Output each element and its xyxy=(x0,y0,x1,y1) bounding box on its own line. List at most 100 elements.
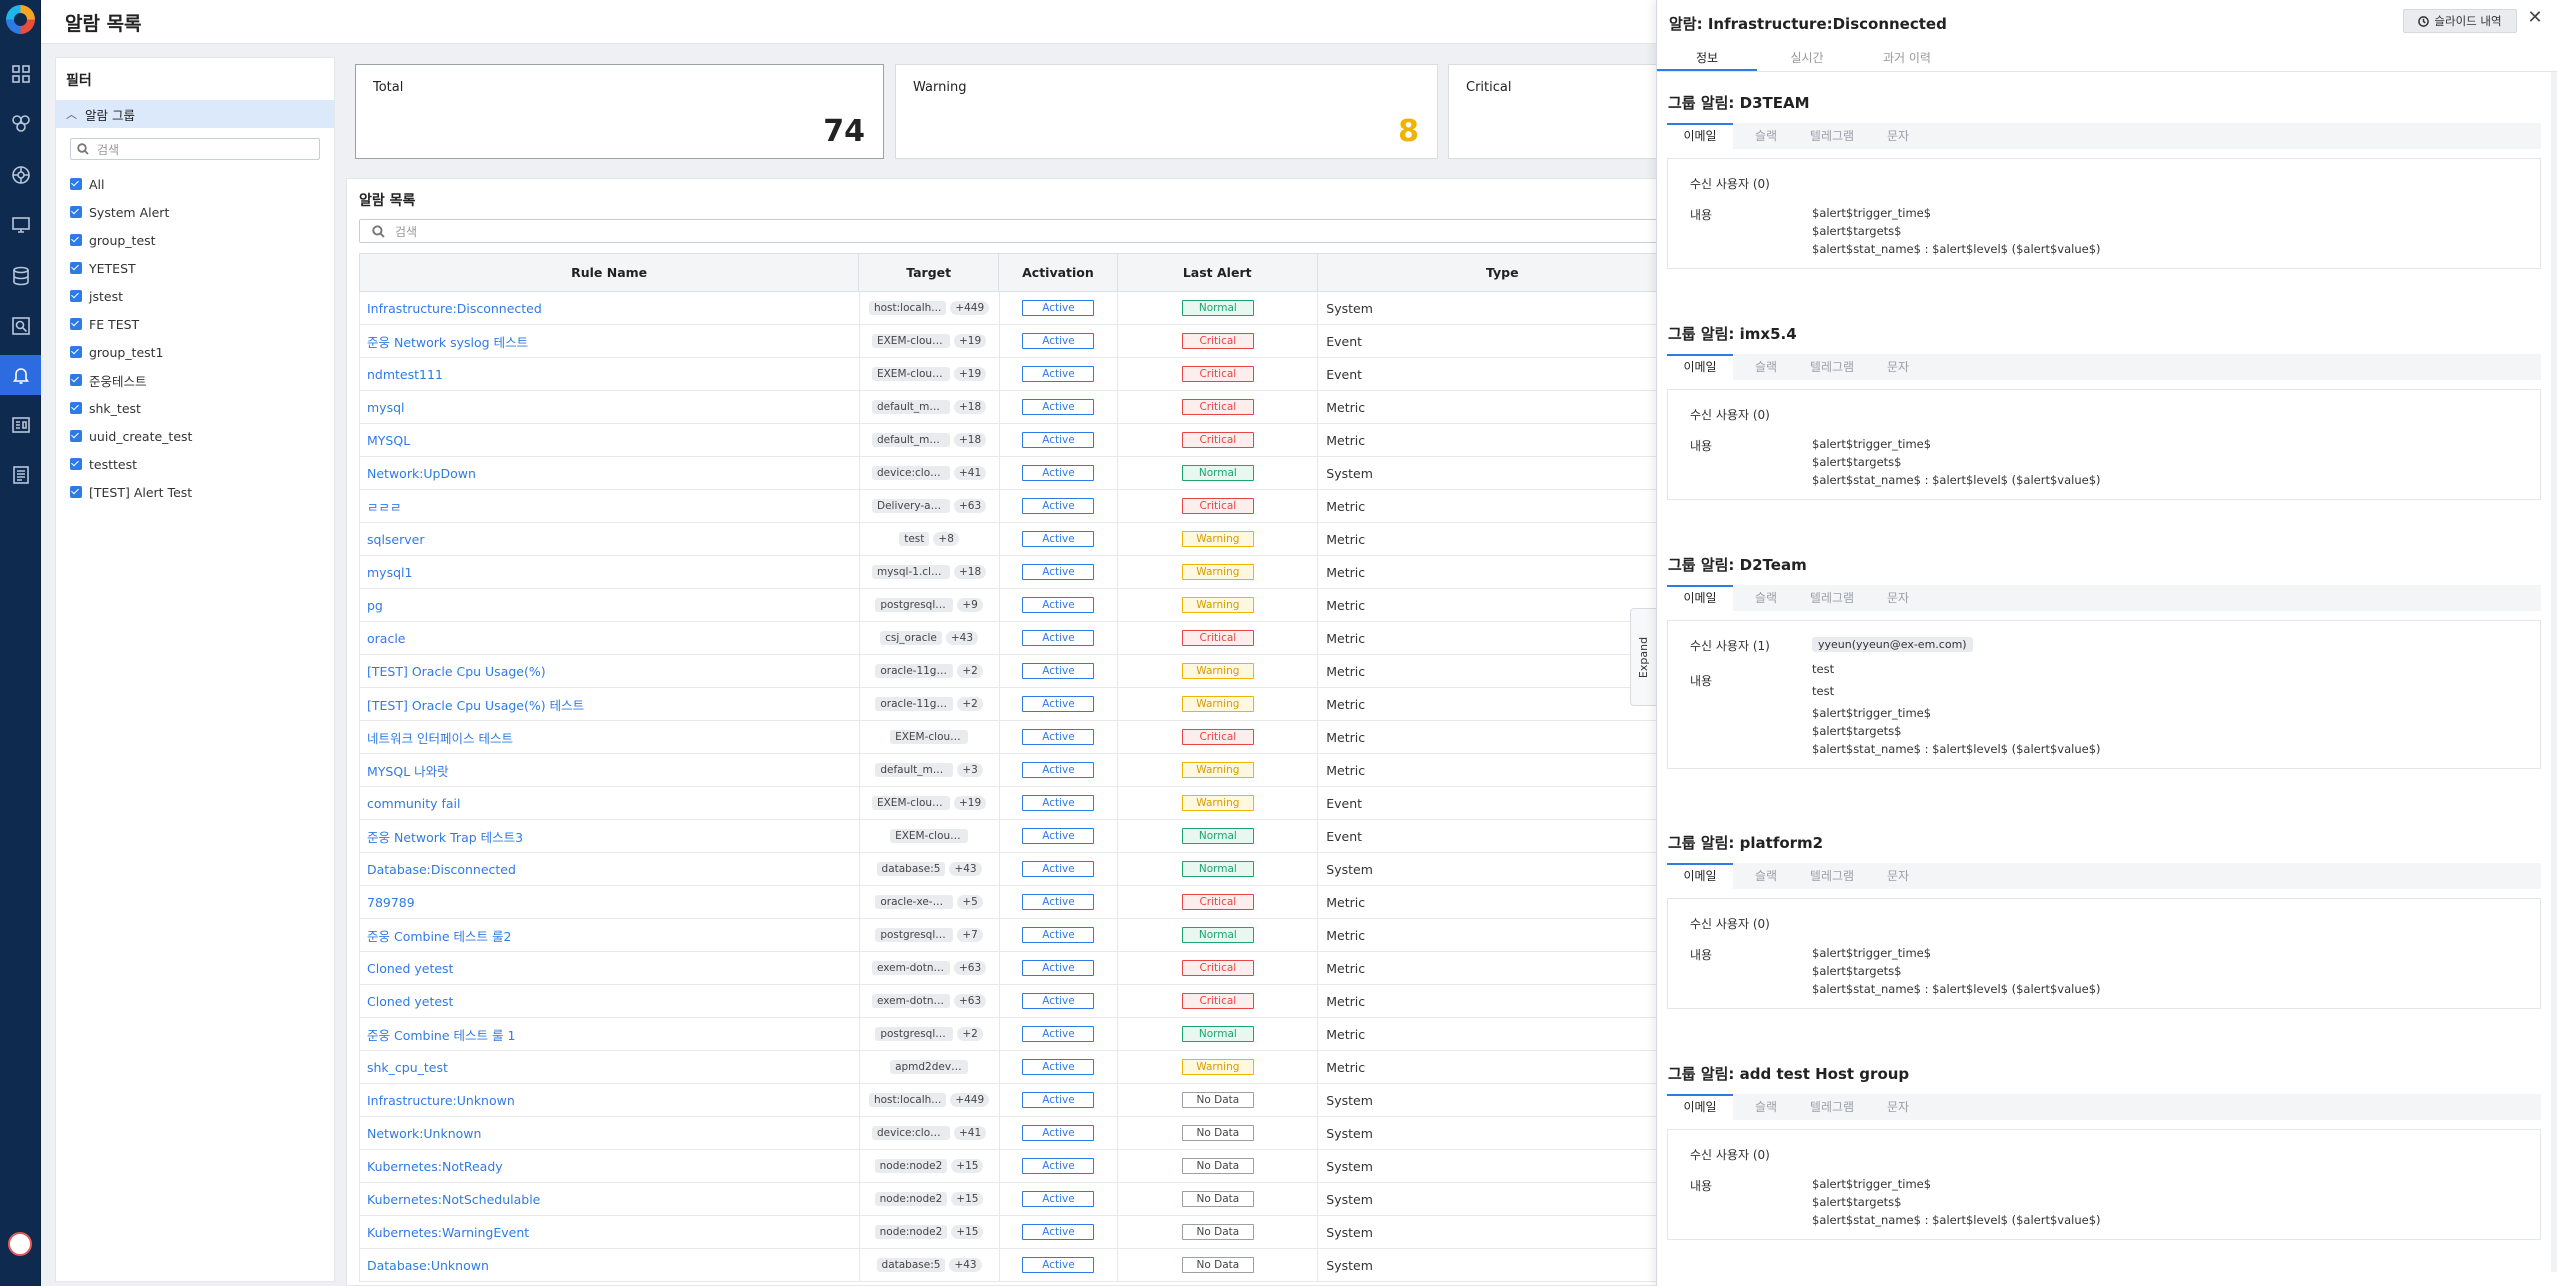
col-target[interactable]: Target xyxy=(859,254,1000,291)
checkbox[interactable] xyxy=(70,206,82,218)
filter-search-input[interactable]: 검색 xyxy=(70,138,320,160)
activation-badge[interactable]: Active xyxy=(1022,1059,1095,1075)
activation-badge[interactable]: Active xyxy=(1022,1224,1095,1240)
checkbox[interactable] xyxy=(70,234,82,246)
rule-name-link[interactable]: 네트워크 인터페이스 테스트 xyxy=(360,721,860,753)
table-row[interactable]: Cloned yetest exem-dotnet-... +63 Active Cri… xyxy=(359,985,1685,1018)
activation-badge[interactable]: Active xyxy=(1022,729,1095,745)
filter-item[interactable]: All xyxy=(70,170,330,198)
tab-sms[interactable]: 문자 xyxy=(1886,129,1910,143)
activation-badge[interactable]: Active xyxy=(1022,366,1095,382)
tab-sms[interactable]: 문자 xyxy=(1886,869,1910,883)
table-row[interactable]: [TEST] Oracle Cpu Usage(%)oracle-11g-c.c… xyxy=(359,655,1685,688)
warning-card[interactable]: Warning 8 xyxy=(895,64,1438,159)
expand-handle[interactable]: Expand xyxy=(1630,608,1656,706)
tab-slack[interactable]: 슬랙 xyxy=(1754,869,1778,883)
tab-slack[interactable]: 슬랙 xyxy=(1754,129,1778,143)
activation-badge[interactable]: Active xyxy=(1022,1125,1095,1141)
tab-email[interactable]: 이메일 xyxy=(1667,863,1733,889)
table-row[interactable]: Kubernetes:WarningEvent node:node2 +15 Acti… xyxy=(359,1216,1685,1249)
target-more-badge[interactable]: +19 xyxy=(953,367,987,381)
target-more-badge[interactable]: +19 xyxy=(953,334,987,348)
tab-sms[interactable]: 문자 xyxy=(1886,1100,1910,1114)
table-row[interactable]: Network:UpDown device:cloud-... +41 Active N… xyxy=(359,457,1685,490)
table-row[interactable]: ndmtest111 EXEM-cloud8 +19 Active Critical Ev… xyxy=(359,358,1685,391)
target-more-badge[interactable]: +2 xyxy=(957,1027,983,1041)
tab-telegram[interactable]: 텔레그램 xyxy=(1809,591,1855,605)
target-more-badge[interactable]: +41 xyxy=(953,466,987,480)
tab-telegram[interactable]: 텔레그램 xyxy=(1809,129,1855,143)
table-row[interactable]: MYSQL 나와랏default_mysql...+3ActiveWarning… xyxy=(359,754,1685,787)
activation-badge[interactable]: Active xyxy=(1022,399,1095,415)
table-row[interactable]: Kubernetes:NotReady node:node2 +15 Active No… xyxy=(359,1150,1685,1183)
rule-name-link[interactable]: [TEST] Oracle Cpu Usage(%) 테스트 xyxy=(360,688,860,720)
tab-telegram[interactable]: 텔레그램 xyxy=(1809,360,1855,374)
target-more-badge[interactable]: +8 xyxy=(933,532,959,546)
table-row[interactable]: mysql1 mysql-1.clou... +18 Active Warning Met… xyxy=(359,556,1685,589)
target-more-badge[interactable]: +15 xyxy=(951,1159,984,1173)
close-icon[interactable]: ✕ xyxy=(2527,7,2543,28)
rule-name-link[interactable]: Infrastructure:Disconnected xyxy=(360,292,860,324)
recipient-chip[interactable]: yyeun(yyeun@ex-em.com) xyxy=(1812,637,1973,652)
activation-badge[interactable]: Active xyxy=(1022,630,1095,646)
filter-item[interactable]: [TEST] Alert Test xyxy=(70,478,330,506)
rule-name-link[interactable]: Kubernetes:NotReady xyxy=(360,1150,860,1182)
checkbox[interactable] xyxy=(70,430,82,442)
activation-badge[interactable]: Active xyxy=(1022,564,1095,580)
activation-badge[interactable]: Active xyxy=(1022,993,1095,1009)
target-more-badge[interactable]: +2 xyxy=(957,697,983,711)
filter-item[interactable]: group_test1 xyxy=(70,338,330,366)
filter-item[interactable]: YETEST xyxy=(70,254,330,282)
activation-badge[interactable]: Active xyxy=(1022,498,1095,514)
report-icon[interactable] xyxy=(7,411,35,439)
filter-item[interactable]: jstest xyxy=(70,282,330,310)
panel-scrollbar[interactable] xyxy=(2551,72,2557,1272)
dashboard-icon[interactable] xyxy=(7,60,35,88)
tab-email[interactable]: 이메일 xyxy=(1667,585,1733,611)
filter-item[interactable]: testtest xyxy=(70,450,330,478)
alarm-group-toggle[interactable]: ︿ 알람 그룹 xyxy=(56,100,334,128)
rule-name-link[interactable]: 준웅 Network syslog 테스트 xyxy=(360,325,860,357)
tab-slack[interactable]: 슬랙 xyxy=(1754,591,1778,605)
table-row[interactable]: Infrastructure:Disconnected host:localh..… xyxy=(359,292,1685,325)
activation-badge[interactable]: Active xyxy=(1022,762,1095,778)
checkbox[interactable] xyxy=(70,402,82,414)
tab-telegram[interactable]: 텔레그램 xyxy=(1809,869,1855,883)
checkbox[interactable] xyxy=(70,346,82,358)
table-row[interactable]: 789789oracle-xe-11g...+5ActiveCriticalMe… xyxy=(359,886,1685,919)
activation-badge[interactable]: Active xyxy=(1022,1092,1095,1108)
target-more-badge[interactable]: +18 xyxy=(953,565,987,579)
rule-name-link[interactable]: community fail xyxy=(360,787,860,819)
rule-name-link[interactable]: 789789 xyxy=(360,886,860,918)
tab-slack[interactable]: 슬랙 xyxy=(1754,1100,1778,1114)
activation-badge[interactable]: Active xyxy=(1022,597,1095,613)
rule-name-link[interactable]: mysql1 xyxy=(360,556,860,588)
table-row[interactable]: ㄹㄹㄹ Delivery-apm... +63 Active Critical Metri… xyxy=(359,490,1685,523)
target-more-badge[interactable]: +43 xyxy=(949,862,982,876)
target-more-badge[interactable]: +41 xyxy=(953,1126,987,1140)
checkbox[interactable] xyxy=(70,178,82,190)
activation-badge[interactable]: Active xyxy=(1022,696,1095,712)
tab-realtime[interactable]: 실시간 xyxy=(1790,51,1824,65)
filter-item[interactable]: 준웅테스트 xyxy=(70,366,330,394)
user-avatar[interactable] xyxy=(8,1232,32,1256)
tab-sms[interactable]: 문자 xyxy=(1886,360,1910,374)
col-activation[interactable]: Activation xyxy=(999,254,1118,291)
checkbox[interactable] xyxy=(70,374,82,386)
rule-name-link[interactable]: ㄹㄹㄹ xyxy=(360,490,860,522)
activation-badge[interactable]: Active xyxy=(1022,828,1095,844)
target-more-badge[interactable]: +63 xyxy=(953,961,987,975)
checkbox[interactable] xyxy=(70,318,82,330)
filter-item[interactable]: System Alert xyxy=(70,198,330,226)
rule-name-link[interactable]: 준웅 Network Trap 테스트3 xyxy=(360,820,860,852)
tab-email[interactable]: 이메일 xyxy=(1667,354,1733,380)
rule-name-link[interactable]: Database:Unknown xyxy=(360,1249,860,1281)
target-more-badge[interactable]: +7 xyxy=(957,928,983,942)
checkbox[interactable] xyxy=(70,486,82,498)
tab-info[interactable]: 정보 xyxy=(1657,46,1757,71)
rule-name-link[interactable]: 준웅 Combine 테스트 룰2 xyxy=(360,919,860,951)
filter-item[interactable]: group_test xyxy=(70,226,330,254)
critical-card[interactable]: Critical xyxy=(1448,64,1678,159)
checkbox[interactable] xyxy=(70,290,82,302)
